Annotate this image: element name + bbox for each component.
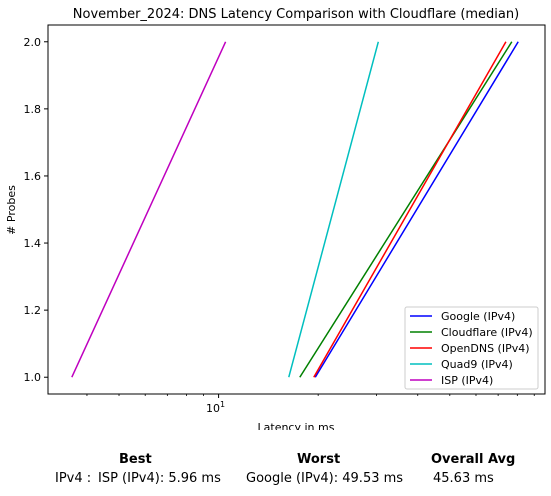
plot-frame bbox=[47, 24, 546, 395]
series-line-1 bbox=[299, 41, 513, 378]
summary-best-value: ISP (IPv4): 5.96 ms bbox=[98, 471, 221, 486]
x-axis-label: Latency in ms bbox=[258, 421, 335, 430]
legend-label: Cloudflare (IPv4) bbox=[441, 326, 533, 339]
series-line-3 bbox=[288, 41, 380, 378]
legend-label: Quad9 (IPv4) bbox=[441, 358, 513, 371]
y-axis-label: # Probes bbox=[5, 185, 18, 235]
x-tick-label: 101 bbox=[206, 400, 225, 415]
legend: Google (IPv4) Cloudflare (IPv4) OpenDNS (I… bbox=[404, 306, 539, 390]
legend-label: OpenDNS (IPv4) bbox=[441, 342, 530, 355]
summary-row-label: IPv4 : bbox=[55, 471, 92, 486]
legend-label: Google (IPv4) bbox=[441, 310, 515, 323]
chart: November_2024: DNS Latency Comparison wi… bbox=[5, 7, 546, 430]
chart-title: November_2024: DNS Latency Comparison wi… bbox=[73, 7, 519, 22]
series-line-0 bbox=[314, 41, 519, 378]
y-tick-label: 1.0 bbox=[24, 371, 42, 384]
y-axis: 1.0 1.2 1.4 1.6 1.8 2.0 bbox=[24, 36, 48, 384]
x-axis: 101 bbox=[86, 394, 535, 415]
summary-best-header: Best bbox=[119, 452, 152, 467]
series-line-4 bbox=[71, 41, 227, 378]
summary-worst-header: Worst bbox=[297, 452, 341, 467]
summary-avg-header: Overall Avg bbox=[431, 452, 516, 467]
legend-box bbox=[404, 306, 539, 390]
summary-avg-value: 45.63 ms bbox=[433, 471, 494, 486]
y-tick-label: 1.2 bbox=[24, 304, 42, 317]
plot-lines bbox=[71, 41, 519, 378]
y-tick-label: 1.8 bbox=[24, 103, 42, 116]
series-line-2 bbox=[313, 41, 507, 378]
legend-label: ISP (IPv4) bbox=[441, 374, 493, 387]
y-tick-label: 1.6 bbox=[24, 170, 42, 183]
y-tick-label: 2.0 bbox=[24, 36, 42, 49]
y-tick-label: 1.4 bbox=[24, 237, 42, 250]
summary-worst-value: Google (IPv4): 49.53 ms bbox=[246, 471, 404, 486]
